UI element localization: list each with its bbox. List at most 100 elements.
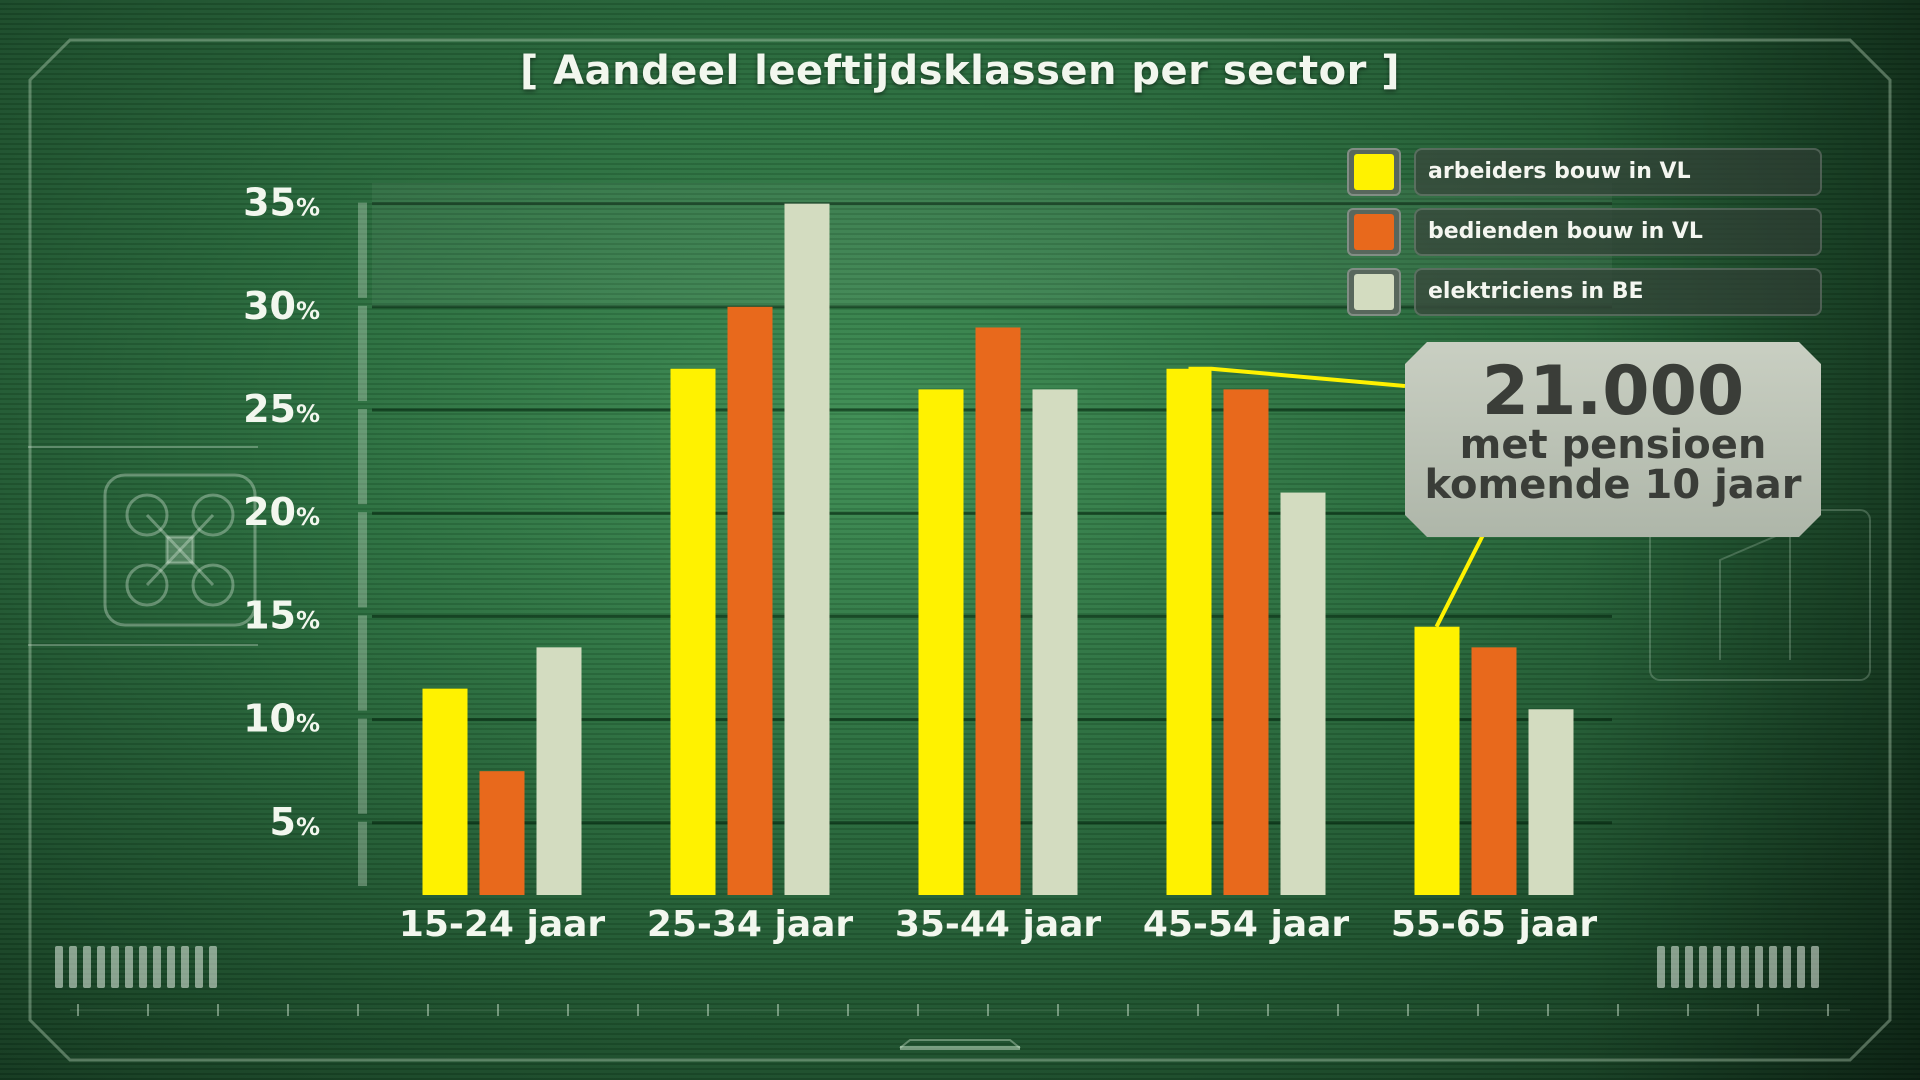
x-tick-label: 35-44 jaar	[895, 904, 1102, 945]
x-tick-label: 25-34 jaar	[647, 904, 854, 945]
legend-swatch-fill	[1354, 274, 1394, 310]
hatch-bar	[69, 946, 77, 988]
y-axis-segment	[358, 409, 367, 505]
y-axis-segment	[358, 512, 367, 608]
y-tick-label: 25%	[243, 387, 320, 431]
hatch-bar	[1727, 946, 1735, 988]
hatch-bar	[153, 946, 161, 988]
hatch-bar	[1797, 946, 1805, 988]
y-tick-unit: %	[296, 400, 320, 428]
legend-item-elektriciens: elektriciens in BE	[1347, 268, 1827, 328]
bar-elektriciens	[1280, 492, 1326, 895]
x-tick-label: 15-24 jaar	[399, 904, 606, 945]
hatch-bar	[1713, 946, 1721, 988]
hatch-bar	[1811, 946, 1819, 988]
legend-label-elektriciens: elektriciens in BE	[1428, 279, 1644, 304]
bar-elektriciens	[536, 647, 582, 895]
y-tick-labels: 5%10%15%20%25%30%35%	[243, 181, 320, 844]
y-tick-unit: %	[296, 813, 320, 841]
bottom-ruler-ticks	[77, 1004, 1829, 1016]
left-panel-lines	[28, 446, 258, 646]
legend-swatch-arbeiders	[1347, 148, 1401, 196]
plot-top-band	[372, 183, 1612, 307]
y-tick-number: 10	[243, 697, 296, 741]
y-tick-label: 5%	[270, 800, 321, 844]
bar-elektriciens	[784, 203, 830, 895]
y-tick-number: 15	[243, 593, 296, 637]
bar-arbeiders	[670, 368, 716, 895]
hatch-bar	[125, 946, 133, 988]
y-tick-unit: %	[296, 503, 320, 531]
callout-leader-lines	[1188, 366, 1485, 628]
hatch-bar	[1783, 946, 1791, 988]
legend-label-arbeiders: arbeiders bouw in VL	[1428, 159, 1691, 184]
y-tick-label: 30%	[243, 284, 320, 328]
hatch-bar	[111, 946, 119, 988]
hatch-bar	[97, 946, 105, 988]
legend-item-bedienden: bedienden bouw in VL	[1347, 208, 1827, 268]
y-tick-unit: %	[296, 194, 320, 222]
x-tick-labels: 15-24 jaar 25-34 jaar 35-44 jaar 45-54 jaar…	[399, 904, 1598, 945]
y-tick-label: 35%	[243, 181, 320, 225]
y-tick-unit: %	[296, 606, 320, 634]
pension-callout: 21.000 met pensioen komende 10 jaar	[1405, 342, 1821, 537]
legend-swatch-fill	[1354, 154, 1394, 190]
y-tick-number: 5	[270, 800, 296, 844]
bar-elektriciens	[1032, 389, 1078, 895]
x-tick-label: 55-65 jaar	[1391, 904, 1598, 945]
hatch-bar	[83, 946, 91, 988]
hatch-bar	[1671, 946, 1679, 988]
legend-swatch-bedienden	[1347, 208, 1401, 256]
hatch-bar	[1741, 946, 1749, 988]
y-tick-label: 15%	[243, 593, 320, 637]
legend-label-box	[1414, 148, 1822, 196]
hatch-bar	[181, 946, 189, 988]
bar-bedienden	[479, 771, 525, 895]
legend-label-box	[1414, 268, 1822, 316]
hatch-bar	[1685, 946, 1693, 988]
drone-icon	[103, 473, 257, 627]
hatch-bar	[195, 946, 203, 988]
y-axis-segment	[358, 202, 367, 298]
callout-line-3: komende 10 jaar	[1424, 462, 1802, 508]
hatch-bar	[167, 946, 175, 988]
y-tick-label: 20%	[243, 490, 320, 534]
legend-label-box	[1414, 208, 1822, 256]
y-axis-segment	[358, 305, 367, 402]
hatch-bar	[55, 946, 63, 988]
hatch-bar	[209, 946, 217, 988]
hatch-bar	[1657, 946, 1665, 988]
y-tick-number: 25	[243, 387, 296, 431]
legend-swatch-elektriciens	[1347, 268, 1401, 316]
y-tick-number: 20	[243, 490, 296, 534]
bar-arbeiders	[918, 389, 964, 895]
hatch-bar	[139, 946, 147, 988]
legend-item-arbeiders: arbeiders bouw in VL	[1347, 148, 1827, 208]
y-axis-segment	[358, 821, 367, 886]
y-axis-bar	[358, 202, 367, 886]
y-tick-number: 30	[243, 284, 296, 328]
callout-line-2: met pensioen	[1459, 422, 1767, 468]
bar-arbeiders	[1166, 368, 1212, 895]
y-axis-segment	[358, 615, 367, 711]
legend-label-bedienden: bedienden bouw in VL	[1428, 219, 1703, 244]
y-tick-unit: %	[296, 710, 320, 738]
bar-elektriciens	[1528, 709, 1574, 895]
bar-arbeiders	[422, 688, 468, 895]
y-tick-label: 10%	[243, 697, 320, 741]
legend-swatch-fill	[1354, 214, 1394, 250]
y-tick-number: 35	[243, 181, 296, 225]
bars	[422, 203, 1574, 896]
chart-title: [ Aandeel leeftijdsklassen per sector ]	[519, 48, 1401, 94]
y-axis-segment	[358, 718, 367, 814]
right-hatch-block	[1657, 946, 1819, 988]
bar-arbeiders	[1414, 626, 1460, 895]
hatch-bar	[1699, 946, 1707, 988]
hatch-bar	[1755, 946, 1763, 988]
bar-bedienden	[1223, 389, 1269, 895]
hatch-bar	[1769, 946, 1777, 988]
bar-bedienden	[727, 306, 773, 896]
bar-bedienden	[1471, 647, 1517, 895]
